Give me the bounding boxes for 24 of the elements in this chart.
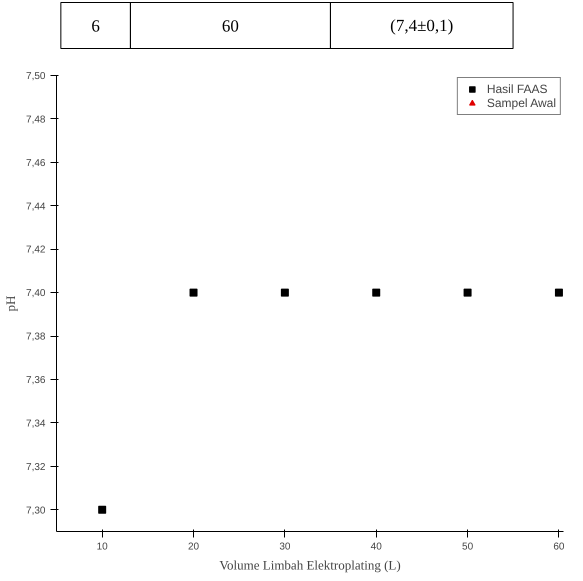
y-tick-label: 7,32 (26, 462, 46, 473)
x-tick-label: 20 (188, 542, 200, 552)
y-tick-label: 7,40 (26, 288, 46, 300)
y-tick-label: 7,34 (26, 418, 46, 430)
y-axis-title: pH (3, 296, 18, 312)
y-tick-label: 7,50 (26, 71, 46, 82)
y-tick-label: 7,30 (26, 505, 46, 516)
x-axis-title: Volume Limbah Elektroplating (L) (219, 558, 401, 572)
y-tick-label: 7,48 (26, 114, 46, 126)
text: 60 (222, 16, 239, 36)
x-tick-label: 60 (553, 542, 565, 552)
legend-label: Sampel Awal (486, 96, 556, 110)
y-tick-label: 7,36 (26, 375, 46, 386)
y-tick-label: 7,42 (26, 244, 46, 256)
y-tick-label: 7,44 (26, 201, 46, 212)
x-tick-label: 50 (462, 542, 474, 552)
x-tick-label: 40 (370, 542, 382, 552)
y-tick-label: 7,38 (26, 332, 46, 343)
x-tick-label: 30 (279, 542, 291, 552)
x-tick-label: 10 (96, 542, 108, 552)
legend-label: Hasil FAAS (486, 82, 548, 96)
text: 6 (91, 16, 100, 36)
y-tick-label: 7,46 (26, 158, 46, 169)
text: (7,4±0,1) (390, 16, 454, 35)
